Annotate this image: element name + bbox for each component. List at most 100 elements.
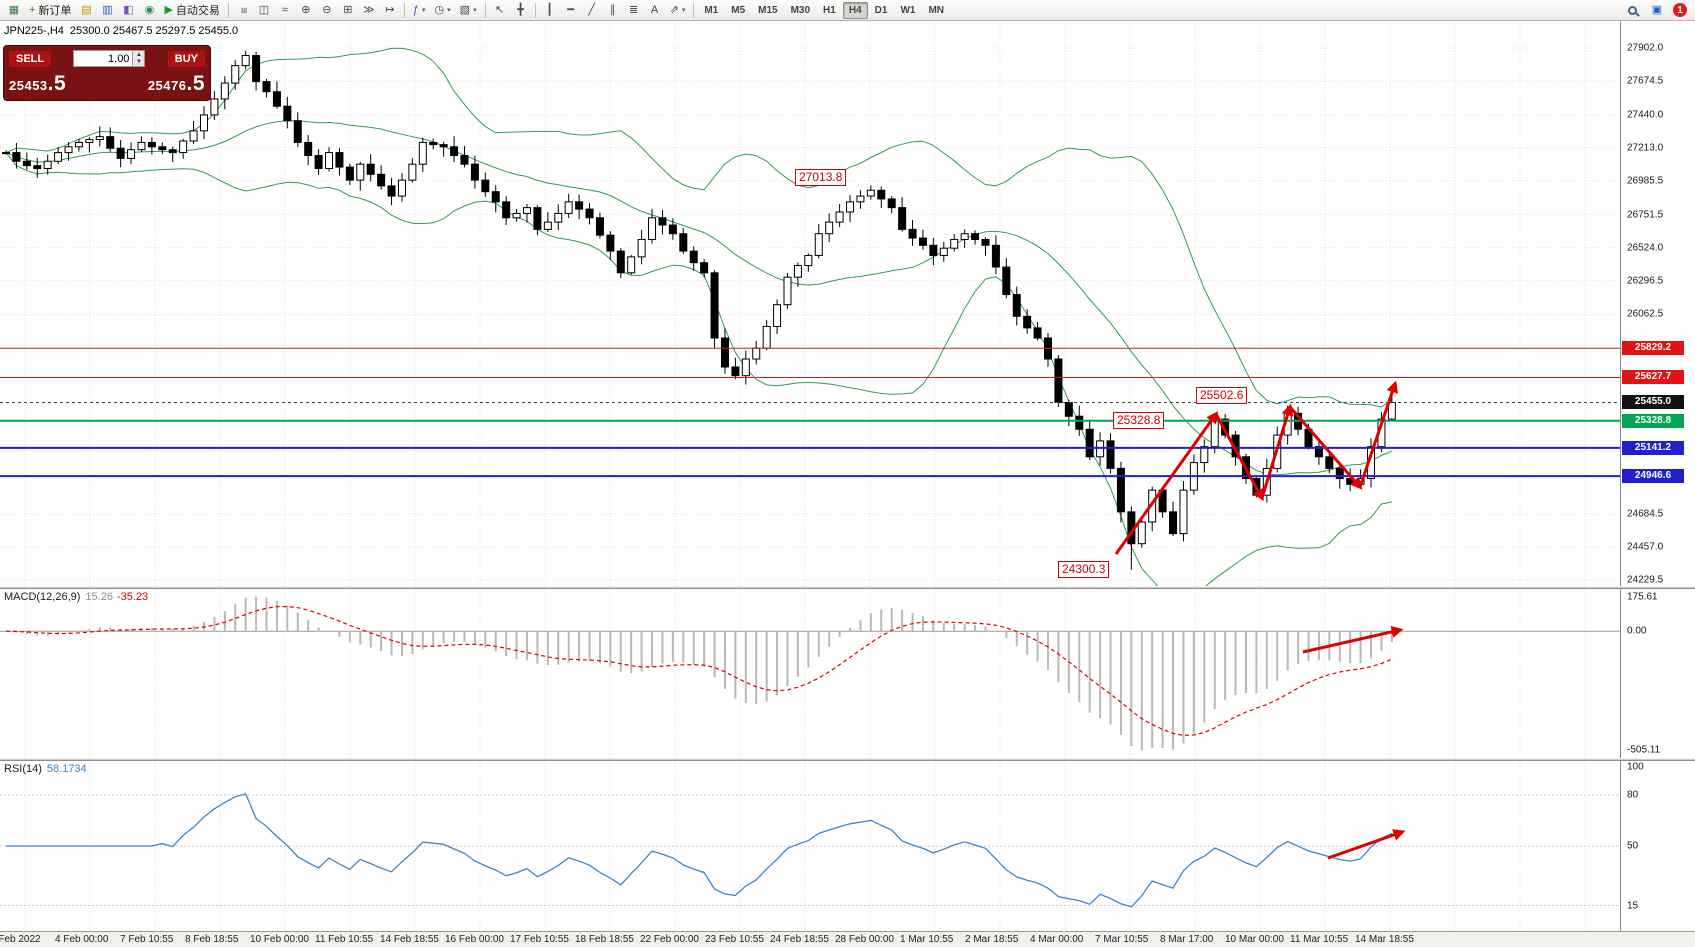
price-chart-panel[interactable]: 27902.0 27674.5 27440.0 27213.0 26985.5 26751…: [0, 21, 1695, 586]
dropdown-caret-icon: ▾: [473, 7, 477, 14]
navigator-button[interactable]: ◉: [139, 1, 159, 19]
search-icon: [1627, 5, 1637, 15]
price-annotation[interactable]: 25502.6: [1196, 387, 1248, 404]
time-axis-label: 4 Feb 2022: [0, 934, 41, 945]
horizontal-line-button[interactable]: ━: [561, 1, 581, 19]
auto-scroll-button[interactable]: ≫: [359, 1, 379, 19]
sell-button[interactable]: SELL: [9, 50, 52, 67]
volume-input[interactable]: [74, 51, 133, 66]
chart-window-button[interactable]: ▦: [4, 1, 24, 19]
candlestick-chart-icon: ◫: [258, 3, 270, 16]
timeframe-w1-button[interactable]: W1: [900, 4, 916, 16]
new-order-button-label: 新订单: [38, 5, 72, 17]
trend-arrow[interactable]: [1358, 380, 1398, 488]
tile-windows-button[interactable]: ⊞: [338, 1, 358, 19]
cursor-button[interactable]: ↖: [490, 1, 510, 19]
volume-up-button[interactable]: ▲: [132, 51, 145, 59]
channel-button[interactable]: ∥: [603, 1, 623, 19]
main-toolbar: ▦ + 新订单 ▤ ▥ ◧ ◉ ▶ 自动交易 ≡ ◫ ≈ ⊕ ⊖ ⊞ ≫ ↦ ƒ ▾ ◷ ▾ ▧ ▾ ↖ ╋ ┃ ━ ╱ ∥ ≣ A ⇗ ▾ M1…: [0, 0, 1695, 21]
community-button[interactable]: ▣: [1647, 1, 1667, 19]
price-axis-label: 27440.0: [1627, 109, 1664, 121]
timeframe-mn-button[interactable]: MN: [928, 4, 944, 16]
price-history-button[interactable]: ▤: [76, 1, 96, 19]
search-button[interactable]: [1623, 1, 1641, 19]
templates-button[interactable]: ▧ ▾: [456, 1, 481, 19]
timeframe-m15-button[interactable]: M15: [758, 4, 778, 16]
trendline-button[interactable]: ╱: [582, 1, 602, 19]
panel-splitter-1[interactable]: [0, 586, 1695, 589]
price-tag: 24946.6: [1622, 469, 1684, 484]
timeframe-h1-button[interactable]: H1: [823, 4, 836, 16]
price-annotation[interactable]: 24300.3: [1058, 561, 1110, 578]
horizontal-line-icon: ━: [567, 3, 574, 16]
time-axis-label: 8 Mar 17:00: [1160, 934, 1214, 945]
rsi-chart: [0, 761, 1620, 931]
price-tag: 25627.7: [1622, 370, 1684, 385]
rsi-axis-label: 15: [1627, 900, 1639, 911]
market-watch-button[interactable]: ▥: [97, 1, 117, 19]
channel-icon: ∥: [609, 3, 616, 16]
price-axis-label: 26062.5: [1627, 308, 1664, 320]
price-axis-label: 26524.0: [1627, 242, 1664, 254]
toolbar-separator: [403, 2, 405, 18]
price-axis-label: 26985.5: [1627, 175, 1664, 187]
time-axis-label: 2 Mar 18:55: [965, 934, 1019, 945]
timeframe-d1-button[interactable]: D1: [874, 4, 888, 16]
vertical-line-button[interactable]: ┃: [540, 1, 560, 19]
trend-arrow[interactable]: [1214, 413, 1264, 502]
rsi-panel[interactable]: 100 80 50 15 RSI(14) 58.1734: [0, 761, 1695, 931]
price-annotation[interactable]: 27013.8: [795, 169, 847, 186]
volume-down-button[interactable]: ▼: [132, 58, 145, 66]
time-axis-label: 28 Feb 00:00: [835, 934, 894, 945]
indicators-button[interactable]: ƒ ▾: [409, 1, 430, 19]
arrows-button[interactable]: ⇗ ▾: [666, 1, 690, 19]
buy-button[interactable]: BUY: [167, 50, 205, 67]
trend-arrow[interactable]: [1260, 403, 1294, 499]
zoom-in-button[interactable]: ⊕: [296, 1, 316, 19]
bollinger-band: [5, 120, 1393, 476]
macd-panel[interactable]: 175.61 0.00 -505.11 MACD(12,26,9) 15.26 -35.…: [0, 589, 1695, 758]
periods-button[interactable]: ◷ ▾: [431, 1, 455, 19]
templates-icon: ▧: [459, 3, 471, 16]
timeframe-m1-button[interactable]: M1: [704, 4, 719, 16]
fibonacci-icon: ≣: [628, 3, 639, 16]
chart-shift-button[interactable]: ↦: [380, 1, 400, 19]
line-chart-button[interactable]: ≈: [275, 1, 295, 19]
zoom-out-icon: ⊖: [322, 3, 332, 16]
text-button[interactable]: A: [645, 1, 665, 19]
notifications-badge[interactable]: 1: [1673, 3, 1687, 17]
candlestick-chart-button[interactable]: ◫: [254, 1, 274, 19]
trend-arrow[interactable]: [1302, 626, 1404, 654]
trend-arrow[interactable]: [1288, 406, 1363, 490]
price-chart[interactable]: [0, 21, 1620, 586]
trend-arrow[interactable]: [1327, 829, 1406, 860]
autotrading-button[interactable]: ▶ 自动交易: [160, 1, 223, 19]
sell-price[interactable]: 25453.5: [9, 72, 66, 96]
price-axis-label: 27213.0: [1627, 142, 1664, 154]
macd-axis-label: 175.61: [1627, 591, 1658, 603]
price-tag: 25328.8: [1622, 413, 1684, 428]
bar-chart-button[interactable]: ≡: [233, 1, 253, 19]
price-annotation[interactable]: 25328.8: [1113, 412, 1165, 429]
fibonacci-button[interactable]: ≣: [624, 1, 644, 19]
panel-splitter-2[interactable]: [0, 758, 1695, 761]
data-window-button[interactable]: ◧: [118, 1, 138, 19]
zoom-out-button[interactable]: ⊖: [317, 1, 337, 19]
time-axis-label: 10 Feb 00:00: [250, 934, 309, 945]
buy-price[interactable]: 25476.5: [148, 72, 205, 96]
price-axis[interactable]: 27902.0 27674.5 27440.0 27213.0 26985.5 26751…: [1620, 21, 1695, 586]
timeframe-m5-button[interactable]: M5: [731, 4, 746, 16]
timeframe-m30-button[interactable]: M30: [790, 4, 811, 16]
new-order-button[interactable]: + 新订单: [25, 1, 75, 19]
time-axis-label: 17 Feb 10:55: [510, 934, 569, 945]
timeframe-h4-button[interactable]: H4: [842, 1, 868, 19]
time-axis[interactable]: 4 Feb 2022 4 Feb 00:00 7 Feb 10:55 8 Feb 18…: [0, 931, 1695, 947]
rsi-label: RSI(14) 58.1734: [4, 763, 87, 775]
trend-arrow[interactable]: [1114, 411, 1219, 555]
chart-shift-icon: ↦: [385, 3, 395, 16]
one-click-trading-panel: SELL ▲ ▼ BUY 25453.5 25476.5: [3, 45, 211, 101]
market-watch-icon: ▥: [102, 3, 113, 16]
navigator-icon: ◉: [144, 3, 155, 16]
sell-price-main: 25453: [9, 78, 48, 93]
crosshair-button[interactable]: ╋: [511, 1, 531, 19]
